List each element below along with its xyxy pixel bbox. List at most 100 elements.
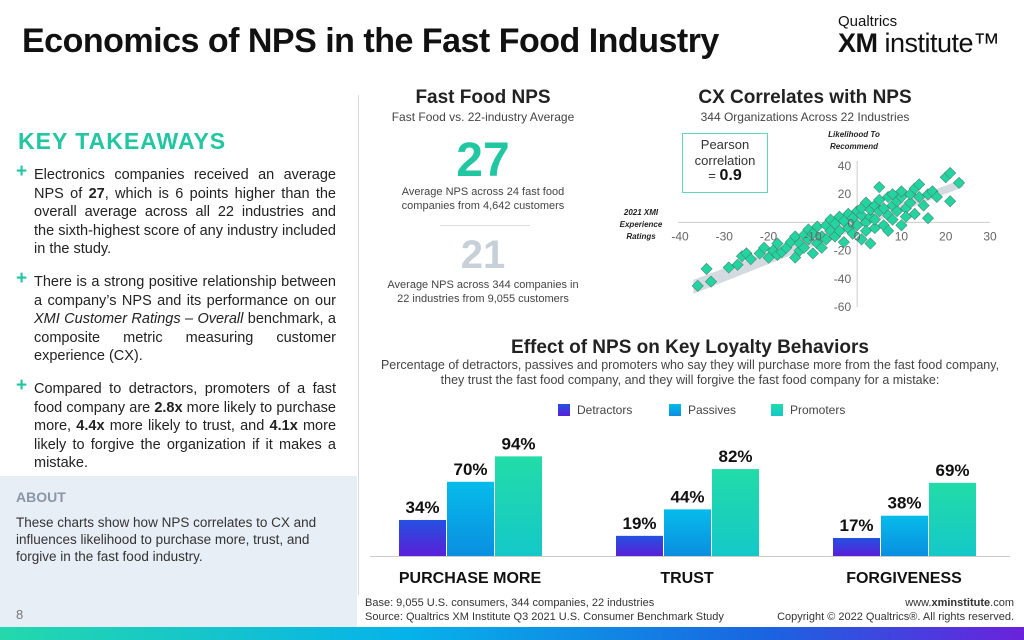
bar-detractors bbox=[833, 537, 880, 556]
text: more likely to forgive the organization … bbox=[34, 418, 337, 471]
data-point bbox=[913, 191, 926, 204]
category-label: PURCHASE MORE bbox=[399, 570, 542, 587]
data-point bbox=[890, 205, 904, 218]
text-italic: XMI Customer Ratings – Overall bbox=[34, 311, 244, 327]
takeaway-2: + There is a strong positive relationship… bbox=[16, 268, 336, 366]
bar-detractors bbox=[399, 519, 446, 556]
text: Compared to detractors, promoters of a f… bbox=[34, 381, 336, 416]
data-point bbox=[758, 241, 771, 254]
data-point bbox=[868, 222, 881, 235]
data-label: 38% bbox=[887, 494, 921, 513]
data-point bbox=[820, 233, 833, 246]
y-tick-label: 40 bbox=[838, 159, 852, 173]
data-label: 70% bbox=[453, 460, 487, 479]
data-point bbox=[806, 247, 819, 260]
data-point bbox=[944, 195, 957, 208]
data-point bbox=[704, 275, 718, 288]
gradient-bar bbox=[0, 627, 1024, 640]
bar-chart-title: Effect of NPS on Key Loyalty Behaviors bbox=[511, 337, 869, 358]
text: benchmark, a composite metric measuring … bbox=[34, 311, 336, 364]
text-bold: 4.4x bbox=[76, 418, 105, 434]
text: more likely to trust, and bbox=[104, 418, 270, 434]
pearson-annotation: Pearson correlation = 0.9 bbox=[682, 133, 768, 193]
data-point bbox=[797, 241, 811, 254]
legend-label: Passives bbox=[688, 403, 737, 417]
footer-left: Base: 9,055 U.S. consumers, 344 companie… bbox=[365, 597, 724, 624]
data-point bbox=[700, 262, 713, 275]
x-axis-label: Experience bbox=[620, 220, 663, 229]
data-point bbox=[722, 261, 735, 274]
annotation-text: Pearson bbox=[700, 137, 750, 152]
bar-detractors bbox=[616, 535, 663, 556]
text: more likely to purchase more, bbox=[34, 399, 336, 435]
legend-swatch bbox=[771, 404, 783, 416]
data-point bbox=[899, 210, 912, 223]
footer-base: Base: 9,055 U.S. consumers, 344 companie… bbox=[365, 597, 655, 609]
data-label: 44% bbox=[670, 487, 704, 506]
y-tick-label: -40 bbox=[834, 272, 852, 286]
takeaway-3: + Compared to detractors, promoters of a … bbox=[16, 375, 337, 473]
data-point bbox=[921, 212, 935, 225]
x-axis-label: 2021 XMI bbox=[623, 208, 659, 217]
footer-right: www.xminstitute.com Copyright © 2022 Qual… bbox=[700, 597, 1014, 624]
x-tick-label: -20 bbox=[760, 229, 778, 243]
scatter-title: CX Correlates with NPS bbox=[698, 87, 912, 108]
text: Electronics companies received an averag… bbox=[34, 167, 336, 202]
nps-title: Fast Food NPS bbox=[415, 87, 551, 108]
page-number: 8 bbox=[16, 607, 24, 622]
data-point bbox=[895, 185, 908, 198]
data-point bbox=[855, 233, 868, 246]
data-point bbox=[815, 241, 828, 254]
data-point bbox=[886, 213, 899, 226]
page-title: Economics of NPS in the Fast Food Indust… bbox=[22, 22, 719, 60]
data-point bbox=[952, 176, 966, 189]
data-label: 69% bbox=[935, 461, 969, 480]
y-tick-label: -20 bbox=[834, 244, 852, 258]
nps-average-value: 21 bbox=[460, 233, 506, 277]
x-tick-label: -30 bbox=[716, 229, 734, 243]
about-text: These charts show how NPS correlates to … bbox=[16, 515, 317, 564]
data-point bbox=[811, 220, 824, 233]
nps-fast-food-value: 27 bbox=[456, 134, 510, 187]
scatter-subtitle: 344 Organizations Across 22 Industries bbox=[700, 110, 910, 124]
data-point bbox=[864, 237, 877, 250]
divider bbox=[440, 225, 530, 226]
divider bbox=[358, 95, 359, 595]
data-point bbox=[895, 219, 908, 232]
x-tick-label: -40 bbox=[671, 229, 689, 243]
annotation-text: correlation bbox=[694, 152, 756, 168]
text-bold: 4.1x bbox=[269, 418, 298, 434]
data-point bbox=[882, 224, 895, 237]
scatter-chart: -40 -30 -20 -10 0 10 20 30 40 20 -20 -40 -60 0 2021 XM… bbox=[620, 130, 997, 314]
data-label: 94% bbox=[501, 434, 535, 453]
x-tick-label: -10 bbox=[804, 229, 822, 243]
bar-chart-subtitle: Percentage of detractors, passives and p… bbox=[380, 358, 1000, 387]
data-point bbox=[873, 193, 886, 206]
logo-xm: XM bbox=[838, 28, 878, 58]
data-point bbox=[691, 279, 704, 292]
data-point bbox=[731, 258, 744, 271]
data-point bbox=[904, 196, 917, 209]
data-label: 82% bbox=[718, 447, 752, 466]
text: There is a strong positive relationship … bbox=[34, 274, 336, 309]
bar-chart: 34% 70% 94% PURCHASE MORE 19% 44% 82% TRUST 17% 3… bbox=[370, 434, 1010, 587]
data-point bbox=[908, 207, 921, 220]
logo-institute: institute™ bbox=[877, 28, 1001, 58]
legend-label: Detractors bbox=[577, 403, 633, 417]
nps-subtitle: Fast Food vs. 22-industry Average bbox=[391, 110, 575, 124]
plus-icon: + bbox=[16, 375, 28, 396]
plus-icon: + bbox=[16, 268, 28, 289]
data-point bbox=[771, 237, 784, 250]
data-point bbox=[873, 181, 886, 194]
about-heading: ABOUT bbox=[16, 489, 66, 505]
data-point bbox=[833, 224, 846, 237]
data-point bbox=[846, 227, 859, 240]
x-tick-label: 10 bbox=[895, 229, 909, 243]
bar-promoters bbox=[929, 482, 976, 556]
data-point bbox=[837, 236, 850, 249]
plus-icon: + bbox=[16, 161, 28, 182]
footer-url[interactable]: www.xminstitute.com bbox=[700, 597, 1014, 611]
annotation-text: = bbox=[708, 168, 720, 183]
data-point bbox=[917, 199, 930, 212]
x-axis-label: Ratings bbox=[626, 232, 656, 241]
